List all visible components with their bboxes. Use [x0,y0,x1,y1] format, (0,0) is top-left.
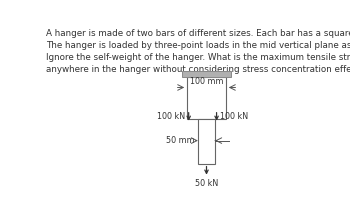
Text: A hanger is made of two bars of different sizes. Each bar has a square cross-sec: A hanger is made of two bars of differen… [46,29,350,74]
Text: 100 kN: 100 kN [220,112,248,121]
Bar [187,77,226,119]
Text: 100 mm: 100 mm [190,77,223,86]
Text: 50 kN: 50 kN [195,179,218,188]
Bar [182,71,231,77]
Text: 50 mm: 50 mm [166,136,195,145]
Text: 100 kN: 100 kN [158,112,186,121]
Bar [198,119,215,164]
